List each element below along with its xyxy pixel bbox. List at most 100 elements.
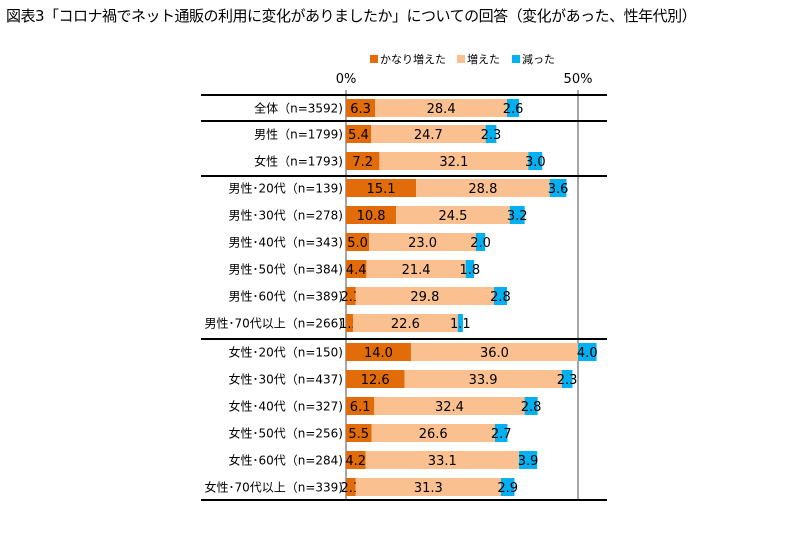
chart-title: 図表3「コロナ禍でネット通販の利用に変化がありましたか」についての回答（変化があ… <box>6 7 697 25</box>
bar-segment <box>404 370 562 388</box>
data-label: 32.4 <box>435 400 464 415</box>
data-label: 28.8 <box>468 182 497 197</box>
data-label: 26.6 <box>419 427 448 442</box>
data-label: 3.6 <box>548 182 569 197</box>
bar-segment <box>494 424 508 442</box>
bar-segment <box>346 99 376 117</box>
data-label: 29.8 <box>410 290 439 305</box>
category-label: 男性･30代（n=278) <box>228 209 343 223</box>
data-label: 4.2 <box>345 454 366 469</box>
category-label: 女性･70代以上（n=339) <box>204 480 343 495</box>
data-label: 28.4 <box>427 102 456 117</box>
data-label: 2.3 <box>481 128 502 143</box>
data-label: 2.6 <box>503 102 524 117</box>
bar-segment <box>416 179 550 197</box>
bar-segment <box>519 451 538 469</box>
category-label: 男性･60代（n=389) <box>228 290 343 304</box>
legend-swatch <box>512 55 520 63</box>
data-label: 3.9 <box>518 454 539 469</box>
data-label: 1.1 <box>450 317 471 332</box>
data-label: 7.2 <box>352 155 373 170</box>
bar-segment <box>346 397 375 415</box>
category-label: 女性･60代（n=284) <box>228 453 343 468</box>
category-label: 男性･70代以上（n=266) <box>204 317 343 331</box>
x-tick-label: 0% <box>336 72 357 87</box>
bar-segment <box>346 206 397 224</box>
bar-segment <box>346 370 405 388</box>
bar-segment <box>352 314 458 332</box>
data-label: 36.0 <box>480 346 509 361</box>
data-label: 5.0 <box>347 236 368 251</box>
bar-segment <box>346 343 411 361</box>
bar-segment <box>549 179 567 197</box>
category-label: 男性･50代（n=384) <box>228 263 343 277</box>
data-label: 3.2 <box>507 209 528 224</box>
data-label: 1.8 <box>460 263 481 278</box>
data-label: 33.1 <box>428 454 457 469</box>
category-label: 男性（n=1799) <box>254 128 343 142</box>
data-label: 15.1 <box>367 182 396 197</box>
data-label: 6.1 <box>350 400 371 415</box>
data-label: 10.8 <box>357 209 386 224</box>
bar-segment <box>396 206 510 224</box>
bar-segment <box>346 260 367 278</box>
data-label: 32.1 <box>439 155 468 170</box>
bar-segment <box>475 233 486 251</box>
data-label: 2.8 <box>490 290 511 305</box>
data-label: 5.4 <box>348 128 369 143</box>
bar-segment <box>369 233 476 251</box>
data-label: 33.9 <box>469 373 498 388</box>
bar-segment <box>457 314 463 332</box>
bar-segment <box>346 125 372 143</box>
bar-segment <box>494 287 508 305</box>
bar-segment <box>371 125 486 143</box>
data-label: 2.9 <box>497 481 518 496</box>
category-label: 男性･40代（n=343) <box>228 236 343 250</box>
bar-segment <box>346 478 356 496</box>
bar-segment <box>465 260 475 278</box>
category-label: 女性･20代（n=150) <box>228 345 343 360</box>
data-label: 4.4 <box>346 263 367 278</box>
legend-label: 増えた <box>467 53 500 66</box>
category-label: 女性（n=1793) <box>254 154 343 169</box>
bar-segment <box>346 314 353 332</box>
legend-swatch <box>370 55 378 63</box>
bar-segment <box>500 478 515 496</box>
bar-segment <box>528 152 543 170</box>
data-label: 23.0 <box>408 236 437 251</box>
category-label: 女性･40代（n=327) <box>228 399 343 414</box>
bar-segment <box>485 125 497 143</box>
bar-segment <box>346 424 372 442</box>
data-label: 2.0 <box>470 236 491 251</box>
bar-segment <box>346 451 366 469</box>
category-label: 女性･30代（n=437) <box>228 372 343 387</box>
legend-label: かなり増えた <box>380 53 446 66</box>
data-label: 21.4 <box>402 263 431 278</box>
bar-segment <box>355 478 501 496</box>
bar-segment <box>507 99 520 117</box>
bar-segment <box>365 451 520 469</box>
bar-segment <box>410 343 578 361</box>
data-label: 3.0 <box>525 155 546 170</box>
data-label: 2.3 <box>557 373 578 388</box>
bar-segment <box>371 424 495 442</box>
bar-segment <box>346 152 380 170</box>
x-tick-label: 50% <box>564 72 593 87</box>
bar-segment <box>346 287 356 305</box>
data-label: 4.0 <box>577 346 598 361</box>
category-label: 女性･50代（n=256) <box>228 426 343 441</box>
bar-segment <box>346 233 370 251</box>
bar-segment <box>578 343 597 361</box>
legend-swatch <box>457 55 465 63</box>
bar-segment <box>366 260 466 278</box>
bar-segment <box>374 397 525 415</box>
data-label: 22.6 <box>391 317 420 332</box>
data-label: 14.0 <box>364 346 393 361</box>
bar-segment <box>379 152 529 170</box>
data-label: 24.7 <box>414 128 443 143</box>
data-label: 2.8 <box>521 400 542 415</box>
bar-segment <box>375 99 508 117</box>
bar-segment <box>524 397 538 415</box>
category-label: 全体（n=3592) <box>254 101 343 116</box>
